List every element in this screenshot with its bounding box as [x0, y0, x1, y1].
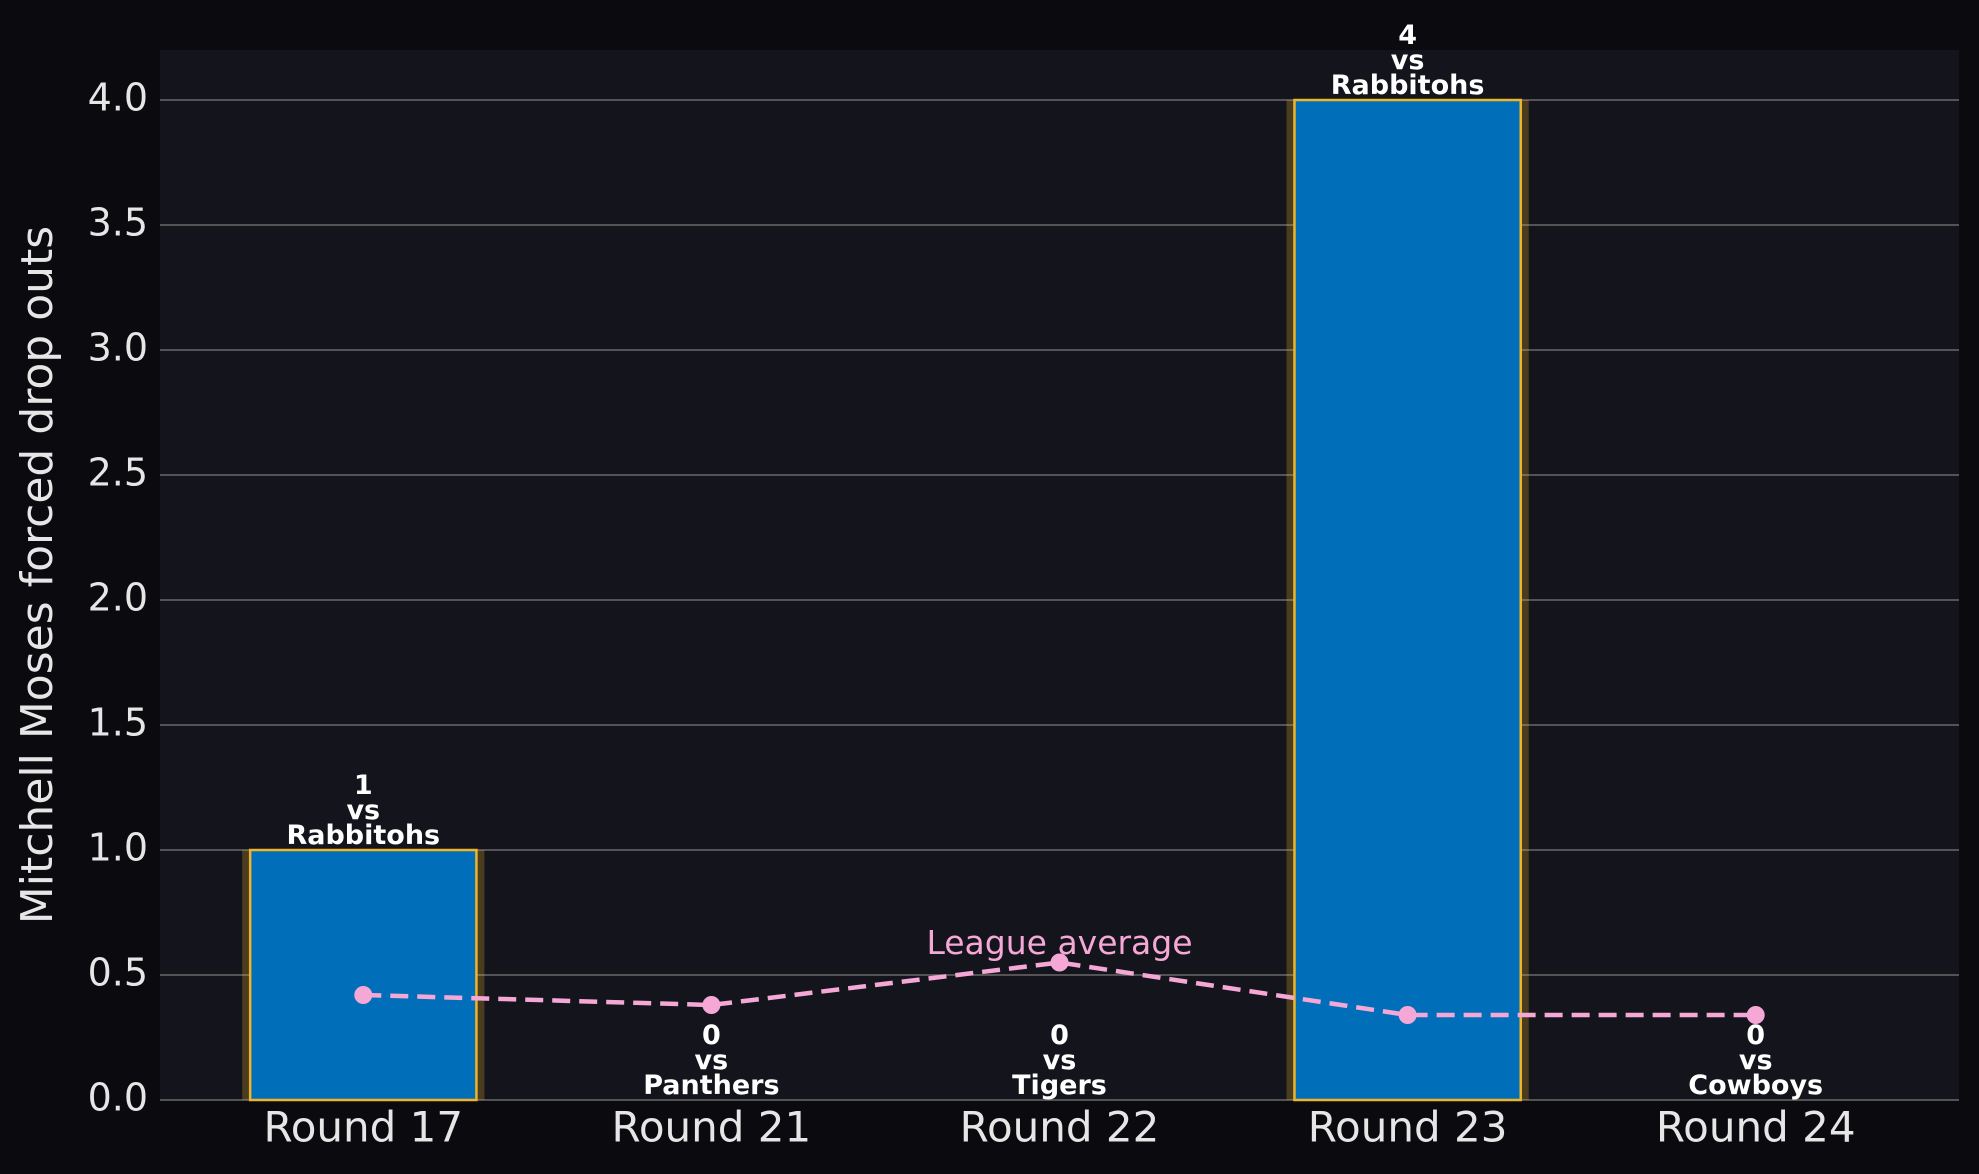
average-point	[702, 996, 721, 1014]
y-tick-label: 4.0	[88, 76, 148, 120]
x-tick-label: Round 24	[1656, 1103, 1856, 1152]
x-tick-label: Round 21	[612, 1103, 812, 1152]
bar	[248, 848, 478, 1102]
y-tick-label: 2.0	[88, 576, 148, 620]
y-tick-label: 0.0	[88, 1076, 148, 1120]
y-tick-label: 1.5	[88, 701, 148, 745]
value-label: 1 vs Rabbitohs	[286, 770, 440, 851]
y-tick-label: 3.5	[88, 201, 148, 245]
bar	[1293, 98, 1522, 1102]
y-axis-label: Mitchell Moses forced drop outs	[12, 226, 63, 924]
y-tick-label: 3.0	[88, 326, 148, 370]
value-label: 0 vs Tigers	[1012, 1020, 1107, 1101]
y-tick-label: 1.0	[88, 826, 148, 870]
x-tick-label: Round 22	[960, 1103, 1160, 1152]
average-line	[363, 960, 1756, 1018]
average-point	[354, 986, 373, 1004]
y-tick-label: 0.5	[88, 951, 148, 995]
annotation: League average	[926, 923, 1192, 962]
x-tick-label: Round 23	[1308, 1103, 1508, 1152]
value-label: 0 vs Cowboys	[1688, 1020, 1823, 1101]
value-label: 4 vs Rabbitohs	[1331, 20, 1485, 101]
y-tick-label: 2.5	[88, 451, 148, 495]
average-point	[1398, 1006, 1417, 1024]
x-tick-label: Round 17	[263, 1103, 463, 1152]
average-point	[1050, 953, 1069, 972]
value-label: 0 vs Panthers	[643, 1020, 779, 1101]
average-point	[1746, 1006, 1765, 1024]
